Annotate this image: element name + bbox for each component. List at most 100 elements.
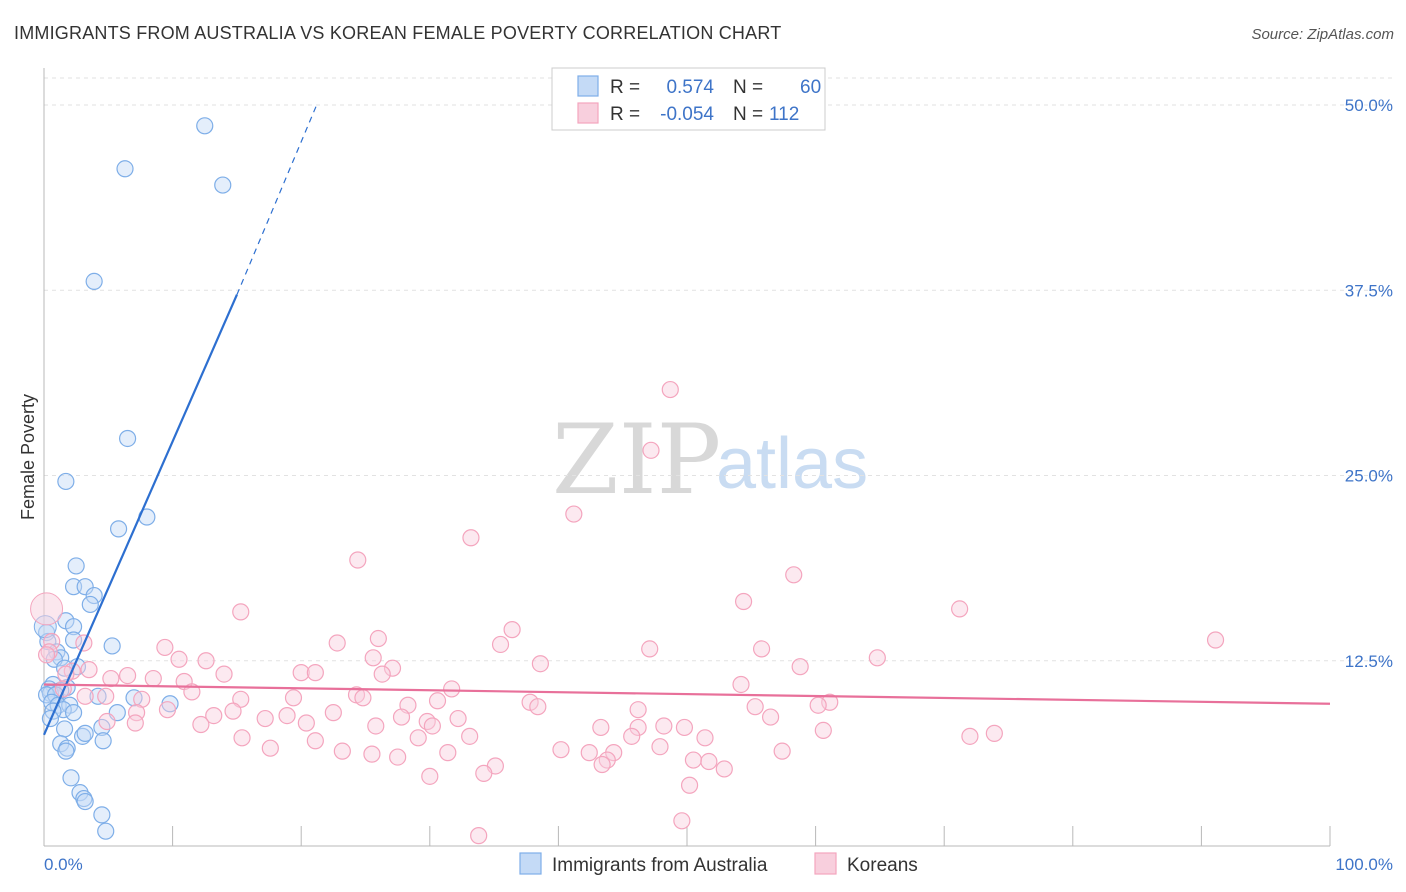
- australia-point: [76, 792, 94, 811]
- koreans-point: [306, 732, 324, 750]
- y-axis-label: Female Poverty: [18, 394, 38, 520]
- koreans-point: [183, 683, 201, 701]
- australia-point: [109, 520, 128, 538]
- legend-r-value-australia: 0.574: [666, 77, 714, 98]
- legend-n-value-australia: 60: [800, 77, 821, 98]
- series-legend-swatch-koreans: [814, 852, 837, 875]
- koreans-point: [144, 669, 162, 688]
- koreans-point: [389, 748, 407, 766]
- koreans-point: [565, 505, 583, 523]
- koreans-point: [233, 729, 251, 747]
- koreans-point: [449, 709, 467, 728]
- series-australia-points: [33, 117, 232, 840]
- australia-point: [76, 578, 94, 596]
- trend-lines: [42, 104, 1331, 736]
- y-tick-labels: 12.5% 25.0% 37.5% 50.0%: [1345, 96, 1393, 671]
- koreans-point: [985, 724, 1003, 742]
- x-tick-label-min: 0.0%: [44, 855, 83, 874]
- koreans-point: [529, 698, 547, 716]
- koreans-point: [98, 712, 116, 731]
- y-tick-label: 37.5%: [1345, 281, 1393, 300]
- koreans-point: [470, 827, 488, 845]
- koreans-point: [102, 669, 120, 688]
- koreans-point: [642, 441, 660, 459]
- koreans-point: [76, 687, 94, 705]
- koreans-point: [349, 551, 367, 569]
- watermark-atlas: atlas: [716, 424, 868, 504]
- australia-point: [57, 742, 75, 760]
- koreans-point: [629, 718, 647, 737]
- australia-point: [103, 637, 121, 655]
- koreans-point: [491, 635, 510, 654]
- australia-point: [64, 704, 83, 722]
- legend-swatch-koreans: [577, 102, 599, 124]
- koreans-point: [651, 738, 669, 756]
- koreans-point: [629, 701, 647, 719]
- koreans-point: [715, 760, 733, 778]
- koreans-point: [462, 529, 480, 547]
- trend-line-australia-extension: [236, 104, 318, 295]
- koreans-point: [421, 767, 439, 785]
- koreans-point: [961, 727, 979, 745]
- y-tick-label: 25.0%: [1345, 467, 1393, 486]
- koreans-point: [655, 717, 673, 735]
- legend-swatch-australia: [577, 75, 599, 97]
- koreans-point: [746, 698, 764, 716]
- koreans-point: [814, 721, 832, 740]
- koreans-point: [443, 680, 461, 698]
- koreans-point: [118, 666, 137, 685]
- koreans-point: [531, 655, 549, 673]
- koreans-point: [641, 640, 659, 658]
- koreans-point: [623, 727, 641, 745]
- koreans-point: [324, 704, 342, 722]
- x-tick-marks: [172, 826, 1331, 846]
- koreans-point: [363, 745, 381, 763]
- koreans-point: [364, 649, 382, 667]
- koreans-point: [80, 661, 98, 679]
- australia-point: [97, 822, 115, 840]
- koreans-point-large: [30, 592, 64, 626]
- koreans-point: [232, 690, 250, 708]
- koreans-point: [409, 729, 427, 747]
- koreans-point: [475, 764, 493, 782]
- australia-point: [81, 595, 99, 614]
- series-legend-swatch-australia: [519, 852, 542, 875]
- koreans-point: [328, 634, 346, 652]
- koreans-point: [791, 658, 809, 676]
- y-tick-label: 12.5%: [1345, 652, 1393, 671]
- koreans-point: [785, 566, 803, 584]
- australia-point: [116, 160, 134, 178]
- koreans-point: [951, 600, 969, 618]
- koreans-point: [215, 665, 233, 683]
- koreans-point: [684, 751, 703, 769]
- series-legend-label-australia: Immigrants from Australia: [552, 855, 768, 876]
- series-legend: Immigrants from Australia Koreans: [519, 852, 918, 876]
- australia-point: [62, 769, 80, 787]
- koreans-point: [158, 701, 177, 719]
- series-legend-label-koreans: Koreans: [847, 855, 918, 876]
- koreans-point: [773, 742, 791, 760]
- chart-title: IMMIGRANTS FROM AUSTRALIA VS KOREAN FEMA…: [14, 23, 781, 43]
- koreans-point: [673, 812, 691, 830]
- australia-point: [55, 720, 74, 738]
- koreans-point: [423, 717, 441, 735]
- koreans-point: [284, 689, 303, 707]
- australia-point: [85, 586, 103, 605]
- trend-line-australia: [42, 294, 238, 736]
- koreans-point: [40, 643, 58, 661]
- koreans-point: [761, 708, 780, 726]
- koreans-point: [369, 629, 387, 648]
- australia-point: [57, 472, 75, 491]
- koreans-point: [367, 717, 385, 735]
- koreans-point: [809, 696, 827, 714]
- koreans-point: [373, 665, 391, 683]
- trend-line-koreans: [43, 683, 1331, 705]
- koreans-point: [661, 380, 679, 399]
- koreans-point: [503, 621, 521, 639]
- australia-point: [67, 557, 85, 575]
- gridlines: [44, 77, 1394, 662]
- australia-point: [64, 618, 83, 636]
- koreans-point: [126, 714, 144, 732]
- koreans-point: [696, 729, 714, 747]
